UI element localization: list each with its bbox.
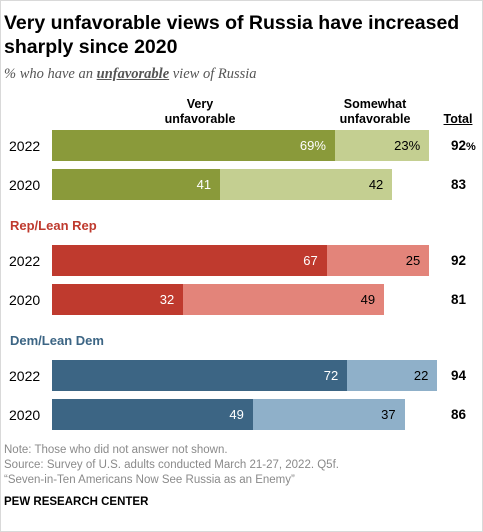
bar-value-label: 22 <box>413 368 429 383</box>
bar-value-label: 72 <box>323 368 339 383</box>
bar-value-label: 41 <box>196 177 212 192</box>
bar-very-unfavorable: 41 <box>52 169 221 200</box>
bar-somewhat-unfavorable: 22 <box>347 360 438 391</box>
bar-value-label: 49 <box>229 407 244 422</box>
bar-very-unfavorable: 67 <box>52 245 327 276</box>
total-value: 83 <box>451 177 467 192</box>
bar-somewhat-unfavorable: 25 <box>326 245 430 276</box>
organization-name: PEW RESEARCH CENTER <box>4 496 149 508</box>
bar-value-label: 32 <box>159 292 175 307</box>
bar-somewhat-unfavorable: 23% <box>334 130 430 161</box>
chart-title: Very unfavorable views of Russia have in… <box>4 12 460 58</box>
row-year-label: 2022 <box>9 138 41 154</box>
bar-very-unfavorable: 32 <box>52 284 184 315</box>
column-header-very-unfavorable: Very unfavorable <box>164 97 236 126</box>
total-value: 81 <box>451 292 467 307</box>
bar-value-label: 25 <box>405 253 421 268</box>
chart-notes: Note: Those who did not answer not shown… <box>4 443 339 488</box>
bar-value-label: 67 <box>303 253 318 268</box>
chart-subtitle: % who have an unfavorable view of Russia <box>4 66 257 83</box>
bar-very-unfavorable: 69% <box>52 130 335 161</box>
bar-somewhat-unfavorable: 37 <box>252 399 405 430</box>
group-label: Rep/Lean Rep <box>10 218 97 233</box>
bar-value-label: 23% <box>394 138 421 153</box>
bar-very-unfavorable: 49 <box>52 399 253 430</box>
column-header-somewhat-unfavorable: Somewhat unfavorable <box>339 97 411 126</box>
source-text: Source: Survey of U.S. adults conducted … <box>4 459 339 471</box>
bar-somewhat-unfavorable: 42 <box>220 169 393 200</box>
total-value: 86 <box>451 407 467 422</box>
row-year-label: 2020 <box>9 407 41 423</box>
column-header-total: Total <box>443 112 473 126</box>
total-value: 94 <box>451 368 467 383</box>
subtitle-emphasis: unfavorable <box>96 66 170 82</box>
row-year-label: 2022 <box>9 253 41 269</box>
subtitle-suffix: view of Russia <box>172 66 257 82</box>
note-text: Note: Those who did not answer not shown… <box>4 444 228 456</box>
report-title: “Seven-in-Ten Americans Now See Russia a… <box>4 474 295 486</box>
bar-value-label: 69% <box>299 138 326 153</box>
bar-somewhat-unfavorable: 49 <box>183 284 385 315</box>
group-label: Dem/Lean Dem <box>10 333 104 348</box>
subtitle-prefix: % who have an <box>4 66 93 82</box>
row-year-label: 2022 <box>9 368 41 384</box>
row-year-label: 2020 <box>9 292 41 308</box>
row-year-label: 2020 <box>9 177 41 193</box>
bar-value-label: 42 <box>368 177 384 192</box>
total-value: 92 <box>451 253 467 268</box>
bar-value-label: 37 <box>381 407 396 422</box>
bar-value-label: 49 <box>360 292 376 307</box>
bar-very-unfavorable: 72 <box>52 360 348 391</box>
total-value: 92% <box>451 138 476 153</box>
